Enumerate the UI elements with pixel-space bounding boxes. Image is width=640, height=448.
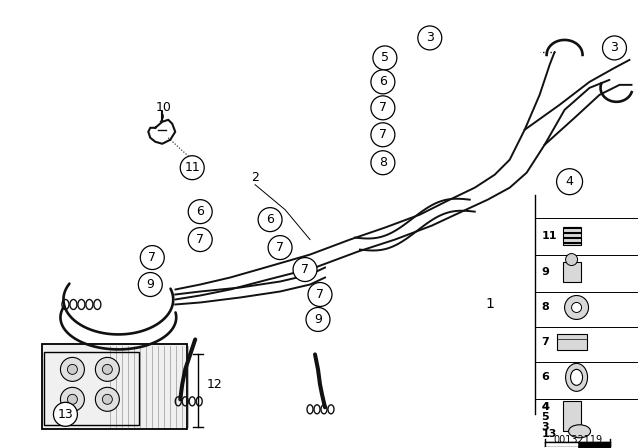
Text: 7: 7 — [276, 241, 284, 254]
Circle shape — [566, 254, 577, 266]
Circle shape — [188, 228, 212, 252]
Text: 2: 2 — [251, 171, 259, 184]
Circle shape — [258, 207, 282, 232]
Text: 9: 9 — [314, 313, 322, 326]
Text: 7: 7 — [301, 263, 309, 276]
Circle shape — [418, 26, 442, 50]
Circle shape — [138, 272, 163, 297]
Circle shape — [54, 402, 77, 426]
Circle shape — [572, 302, 582, 312]
Bar — [44, 353, 140, 425]
Text: 5: 5 — [381, 52, 389, 65]
Text: 11: 11 — [541, 231, 557, 241]
Text: 3: 3 — [541, 422, 549, 432]
Circle shape — [557, 169, 582, 195]
Circle shape — [371, 70, 395, 94]
Circle shape — [95, 388, 119, 411]
Text: 4: 4 — [541, 402, 550, 412]
Circle shape — [60, 388, 84, 411]
Circle shape — [371, 123, 395, 147]
Text: 5: 5 — [541, 412, 549, 422]
Circle shape — [564, 296, 589, 319]
Circle shape — [95, 358, 119, 381]
Text: 7: 7 — [541, 337, 549, 347]
Text: 3: 3 — [426, 31, 434, 44]
Circle shape — [60, 358, 84, 381]
Circle shape — [371, 151, 395, 175]
Text: 7: 7 — [379, 128, 387, 141]
Text: 00132119: 00132119 — [553, 435, 602, 445]
Text: 6: 6 — [379, 75, 387, 88]
Text: 9: 9 — [147, 278, 154, 291]
Ellipse shape — [566, 363, 588, 392]
Text: 8: 8 — [379, 156, 387, 169]
Circle shape — [140, 246, 164, 270]
Text: 9: 9 — [541, 267, 550, 276]
Text: 13: 13 — [541, 429, 557, 439]
Text: 6: 6 — [196, 205, 204, 218]
Circle shape — [308, 283, 332, 306]
Text: 7: 7 — [316, 288, 324, 301]
Circle shape — [67, 364, 77, 375]
Circle shape — [67, 394, 77, 404]
Circle shape — [102, 364, 113, 375]
Bar — [563, 227, 580, 245]
Ellipse shape — [571, 369, 582, 385]
Circle shape — [180, 156, 204, 180]
Text: 6: 6 — [541, 372, 550, 382]
Ellipse shape — [568, 425, 591, 438]
Circle shape — [602, 36, 627, 60]
Bar — [563, 262, 580, 281]
Text: 7: 7 — [148, 251, 156, 264]
Text: 8: 8 — [541, 302, 549, 312]
Bar — [42, 345, 188, 429]
Circle shape — [188, 200, 212, 224]
Circle shape — [293, 258, 317, 281]
Text: 7: 7 — [196, 233, 204, 246]
Text: 11: 11 — [184, 161, 200, 174]
Text: 13: 13 — [58, 408, 74, 421]
Text: 12: 12 — [206, 378, 222, 391]
Text: 10: 10 — [156, 101, 172, 114]
Text: 6: 6 — [266, 213, 274, 226]
Circle shape — [306, 307, 330, 332]
Circle shape — [371, 96, 395, 120]
Text: 4: 4 — [541, 402, 550, 412]
Text: 4: 4 — [566, 175, 573, 188]
Bar — [563, 401, 580, 431]
Bar — [557, 334, 586, 350]
Text: 3: 3 — [611, 41, 618, 54]
Circle shape — [268, 236, 292, 259]
Text: 1: 1 — [485, 297, 494, 311]
Circle shape — [102, 394, 113, 404]
Circle shape — [373, 46, 397, 70]
Text: 7: 7 — [379, 101, 387, 114]
